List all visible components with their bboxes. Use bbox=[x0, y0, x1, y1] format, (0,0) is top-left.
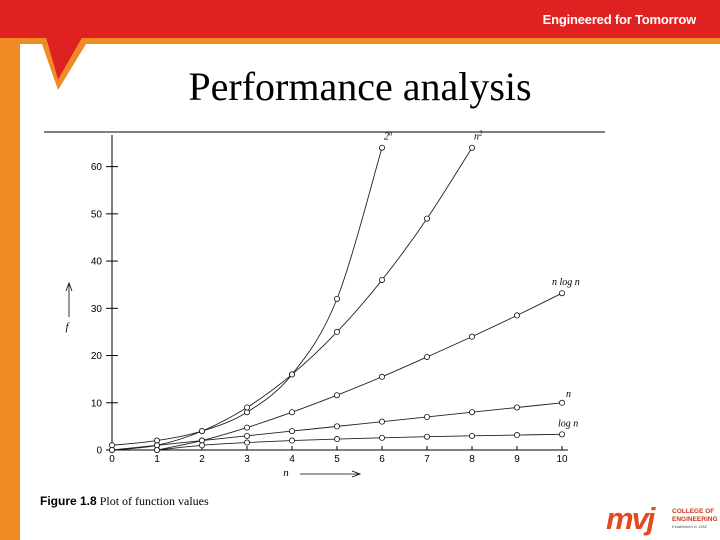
data-point bbox=[468, 409, 475, 416]
series-label: n log n bbox=[552, 277, 580, 288]
data-point bbox=[109, 446, 116, 453]
y-tick-label: 60 bbox=[91, 162, 103, 173]
series-label: log n bbox=[558, 418, 578, 429]
x-tick-label: 4 bbox=[289, 454, 295, 465]
data-point bbox=[198, 442, 205, 449]
x-tick-label: 10 bbox=[556, 454, 568, 465]
logo-sub: Established in 1982 bbox=[672, 524, 707, 529]
x-tick-label: 5 bbox=[334, 454, 340, 465]
banner-orange-stripe bbox=[0, 38, 720, 90]
data-point bbox=[423, 433, 430, 440]
data-point bbox=[288, 409, 295, 416]
x-tick-label: 1 bbox=[154, 454, 160, 465]
data-point bbox=[559, 399, 566, 406]
data-point bbox=[423, 353, 430, 360]
banner-red-shape bbox=[0, 0, 720, 80]
series-label-base: n bbox=[474, 132, 479, 143]
series-label-superscript: 2 bbox=[479, 130, 483, 138]
data-point bbox=[378, 276, 385, 283]
data-point bbox=[378, 418, 385, 425]
data-point bbox=[423, 215, 430, 222]
y-tick-label: 30 bbox=[91, 304, 103, 315]
y-tick-label: 40 bbox=[91, 257, 103, 268]
caption-label: Figure 1.8 bbox=[40, 494, 97, 508]
x-tick-label: 8 bbox=[469, 454, 475, 465]
data-point bbox=[288, 371, 295, 378]
data-point bbox=[378, 373, 385, 380]
data-point bbox=[468, 432, 475, 439]
series-label: n2 bbox=[474, 130, 483, 143]
x-tick-label: 2 bbox=[199, 454, 205, 465]
page-title: Performance analysis bbox=[188, 64, 532, 109]
data-point bbox=[513, 404, 520, 411]
x-tick-label: 3 bbox=[244, 454, 250, 465]
data-point bbox=[198, 428, 205, 435]
y-tick-label: 10 bbox=[91, 398, 103, 409]
y-axis-label: f bbox=[65, 321, 70, 333]
caption-text: Plot of function values bbox=[99, 494, 209, 508]
data-point bbox=[559, 431, 566, 438]
logo-line2: ENGINEERING bbox=[672, 515, 718, 523]
x-axis-label: n bbox=[283, 467, 289, 479]
data-point bbox=[378, 434, 385, 441]
data-point bbox=[333, 423, 340, 430]
x-tick-label: 9 bbox=[514, 454, 520, 465]
series-label-base: n log n bbox=[552, 277, 580, 288]
data-point bbox=[468, 144, 475, 151]
data-point bbox=[243, 404, 250, 411]
series-line-4 bbox=[156, 433, 563, 451]
series-label-base: log n bbox=[558, 418, 578, 429]
data-point bbox=[333, 392, 340, 399]
data-point bbox=[333, 328, 340, 335]
y-axis-arrowhead bbox=[65, 281, 73, 292]
college-logo: mvj COLLEGE OF ENGINEERING Established i… bbox=[606, 501, 718, 538]
data-point bbox=[243, 432, 250, 439]
data-point bbox=[513, 312, 520, 319]
data-point bbox=[288, 428, 295, 435]
y-tick-label: 50 bbox=[91, 209, 103, 220]
data-point bbox=[154, 446, 161, 453]
data-point bbox=[468, 333, 475, 340]
figure-caption: Figure 1.8 Plot of function values bbox=[40, 494, 209, 509]
x-tick-label: 0 bbox=[109, 454, 115, 465]
data-point bbox=[559, 290, 566, 297]
series-line-1 bbox=[111, 147, 473, 451]
series-label: n bbox=[566, 389, 571, 400]
series-label-base: n bbox=[566, 389, 571, 400]
series-line-0 bbox=[111, 147, 383, 446]
y-tick-label: 0 bbox=[96, 446, 102, 457]
data-point bbox=[333, 295, 340, 302]
data-point bbox=[333, 436, 340, 443]
x-tick-label: 6 bbox=[379, 454, 385, 465]
series-label: 2n bbox=[384, 130, 393, 143]
data-point bbox=[423, 413, 430, 420]
data-point bbox=[243, 439, 250, 446]
y-tick-label: 20 bbox=[91, 351, 103, 362]
logo-line1: COLLEGE OF bbox=[672, 508, 715, 515]
series-label-base: 2 bbox=[384, 132, 389, 143]
series-line-2 bbox=[156, 292, 563, 451]
x-axis-arrowhead bbox=[351, 470, 362, 478]
data-point bbox=[378, 144, 385, 151]
left-orange-bar bbox=[0, 44, 20, 540]
tagline: Engineered for Tomorrow bbox=[542, 12, 697, 27]
series-label-superscript: n bbox=[389, 130, 393, 138]
data-point bbox=[288, 437, 295, 444]
data-point bbox=[243, 424, 250, 431]
logo-text: COLLEGE OF ENGINEERING bbox=[672, 508, 720, 523]
data-point bbox=[513, 432, 520, 439]
x-tick-label: 7 bbox=[424, 454, 430, 465]
logo-mark: mvj bbox=[606, 501, 655, 536]
